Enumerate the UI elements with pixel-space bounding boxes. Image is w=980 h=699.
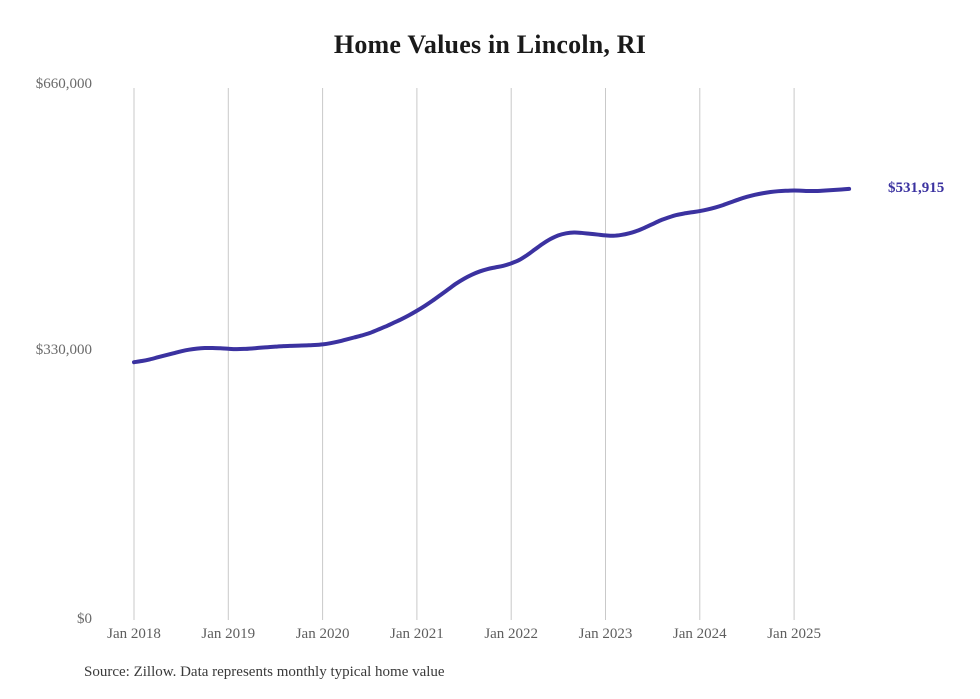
y-axis-label-top: $660,000: [35, 76, 92, 92]
x-axis-tick-label: Jan 2022: [484, 626, 539, 642]
home-value-line: [132, 186, 852, 365]
x-axis-tick-label: Jan 2023: [578, 626, 633, 642]
end-value-label: $531,915: [888, 179, 945, 196]
chart-title: Home Values in Lincoln, RI: [333, 30, 647, 59]
x-axis-tick-label: Jan 2021: [390, 626, 444, 642]
x-axis-tick-label: Jan 2024: [672, 626, 727, 642]
x-axis-tick-label: Jan 2025: [767, 626, 821, 642]
source-note: Source: Zillow. Data represents monthly …: [84, 664, 445, 680]
x-axis-tick-label: Jan 2020: [295, 626, 350, 642]
x-axis-tick-label: Jan 2018: [107, 626, 161, 642]
y-axis-label-mid: $330,000: [35, 342, 92, 358]
y-axis-label-zero: $0: [77, 611, 92, 627]
gridlines-group: [133, 88, 795, 620]
x-axis-tick-label: Jan 2019: [201, 626, 256, 642]
